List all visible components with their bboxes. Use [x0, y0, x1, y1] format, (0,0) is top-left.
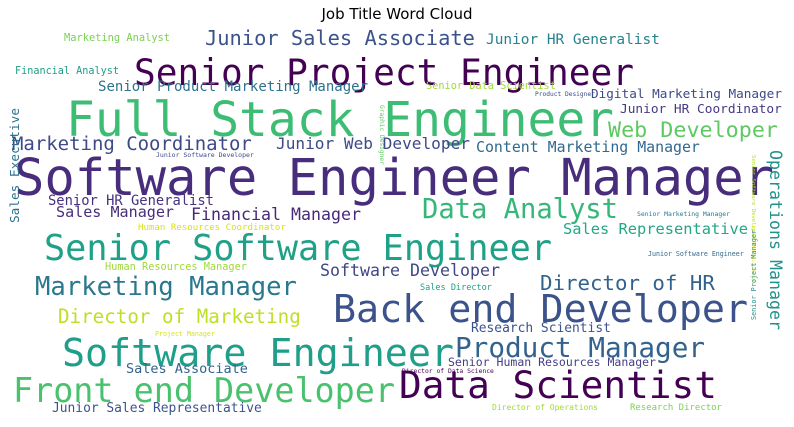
word-director-of-hr: Director of HR	[540, 271, 715, 295]
word-director-of-data-science: Director of Data Science	[402, 367, 494, 375]
word-senior-software-developer: Senior Software Developer	[750, 155, 756, 240]
word-senior-project-manager: Senior Project Manager	[750, 230, 758, 320]
word-sales-representative: Sales Representative	[563, 220, 748, 238]
word-research-director: Research Director	[630, 403, 723, 413]
word-project-manager: Project Manager	[155, 330, 215, 338]
word-senior-project-engineer: Senior Project Engineer	[134, 51, 634, 94]
word-marketing-analyst: Marketing Analyst	[64, 32, 170, 44]
word-junior-web-developer: Junior Web Developer	[276, 134, 470, 153]
word-human-resources-manager: Human Resources Manager	[105, 261, 247, 273]
word-operations-manager: Operations Manager	[766, 150, 785, 330]
word-sales-manager: Sales Manager	[56, 203, 174, 221]
word-senior-hr-generalist: Senior HR Generalist	[48, 193, 214, 209]
word-junior-hr-coordinator: Junior HR Coordinator	[620, 102, 782, 117]
word-research-scientist: Research Scientist	[471, 321, 611, 336]
word-software-engineer: Software Engineer	[62, 331, 454, 376]
word-content-marketing-manager: Content Marketing Manager	[476, 138, 700, 156]
word-digital-marketing-manager: Digital Marketing Manager	[591, 86, 782, 101]
word-product-designer: Product Designer	[535, 91, 595, 98]
word-sales-director: Sales Director	[420, 283, 492, 293]
word-full-stack-engineer: Full Stack Engineer	[66, 93, 614, 148]
word-financial-manager: Financial Manager	[191, 205, 361, 224]
word-human-resources-coordinator: Human Resources Coordinator	[138, 223, 286, 233]
chart-title: Job Title Word Cloud	[321, 5, 473, 23]
word-senior-product-marketing-manager: Senior Product Marketing Manager	[98, 79, 368, 95]
word-data-scientist: Data Scientist	[399, 363, 717, 407]
word-web-developer: Web Developer	[608, 118, 778, 143]
word-senior-human-resources-manager: Senior Human Resources Manager	[448, 355, 656, 369]
word-financial-analyst: Financial Analyst	[15, 66, 119, 77]
word-junior-hr-generalist: Junior HR Generalist	[486, 32, 660, 48]
word-senior-data-scientist: Senior Data Scientist	[426, 80, 556, 92]
word-senior-software-engineer: Senior Software Engineer	[44, 228, 552, 269]
word-senior-marketing-manager: Senior Marketing Manager	[637, 210, 730, 218]
word-junior-sales-associate: Junior Sales Associate	[205, 26, 475, 50]
word-marketing-coordinator: Marketing Coordinator	[12, 133, 252, 155]
word-director-of-marketing: Director of Marketing	[58, 305, 301, 328]
word-junior-marketing-manager: Junior Marketing Manager	[751, 225, 756, 285]
word-junior-software-developer: Junior Software Developer	[156, 151, 254, 159]
word-product-manager: Product Manager	[455, 331, 705, 364]
word-director-of-operations: Director of Operations	[492, 403, 598, 412]
word-software-developer: Software Developer	[320, 261, 500, 280]
word-back-end-developer: Back end Developer	[333, 287, 748, 332]
word-software-engineer-manager: Software Engineer Manager	[14, 148, 774, 207]
word-marketing-manager: Marketing Manager	[35, 272, 297, 302]
word-sales-associate: Sales Associate	[126, 361, 248, 377]
word-graphic-designer: Graphic Designer	[378, 105, 385, 165]
word-sales-executive: Sales Executive	[8, 108, 23, 223]
word-junior-software-engineer: Junior Software Engineer	[648, 250, 744, 258]
word-front-end-developer: Front end Developer	[13, 371, 395, 410]
word-junior-sales-representative: Junior Sales Representative	[52, 401, 262, 416]
word-data-analyst: Data Analyst	[422, 194, 618, 225]
